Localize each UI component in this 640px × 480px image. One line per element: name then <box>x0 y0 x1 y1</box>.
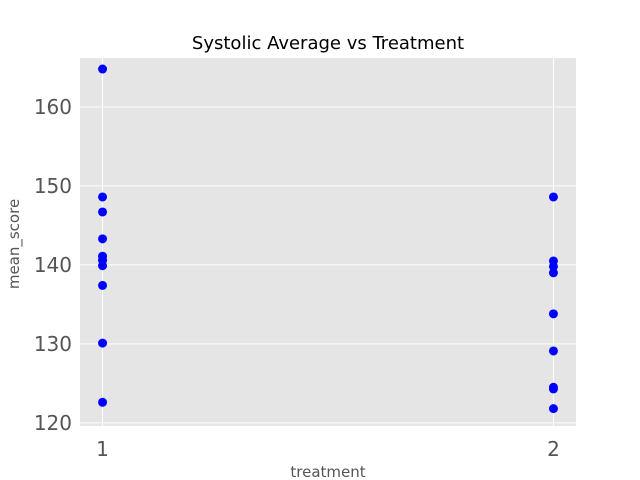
y-tick-label: 120 <box>34 411 72 435</box>
chart-title: Systolic Average vs Treatment <box>192 33 464 54</box>
x-tick-label: 2 <box>547 437 560 461</box>
data-point <box>548 309 558 319</box>
data-point <box>98 338 108 348</box>
data-point <box>98 234 108 244</box>
tick-labels: 120 130 140 150 160 1 2 <box>34 95 560 461</box>
data-point <box>98 261 108 271</box>
data-point <box>98 207 108 217</box>
data-point <box>98 192 108 202</box>
data-point <box>548 384 558 394</box>
plot-area <box>80 58 576 426</box>
y-tick-label: 130 <box>34 332 72 356</box>
x-axis-label: treatment <box>290 463 365 480</box>
data-point <box>548 404 558 414</box>
data-point <box>548 261 558 271</box>
data-point <box>98 64 108 74</box>
y-axis-label: mean_score <box>5 199 24 289</box>
data-point <box>98 397 108 407</box>
data-points <box>98 64 558 414</box>
y-tick-label: 150 <box>34 174 72 198</box>
x-tick-label: 1 <box>96 437 109 461</box>
data-point <box>548 268 558 278</box>
data-point <box>98 280 108 290</box>
data-point <box>548 192 558 202</box>
data-point <box>548 346 558 356</box>
y-tick-label: 140 <box>34 253 72 277</box>
y-tick-label: 160 <box>34 95 72 119</box>
